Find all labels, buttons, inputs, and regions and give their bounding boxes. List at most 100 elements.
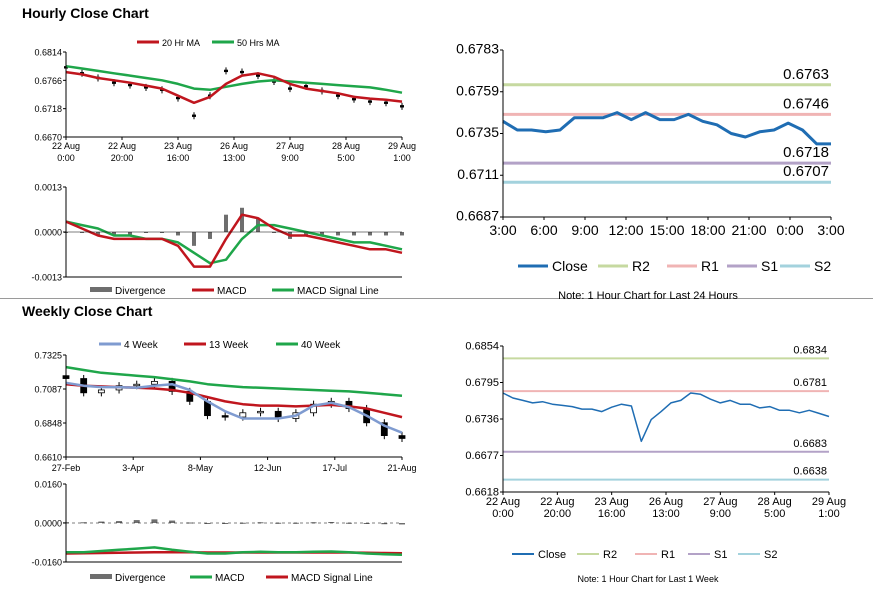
hourly-price-xtick-label: 0:00: [57, 153, 75, 163]
lastweek-level-s2-label: 0.6638: [793, 466, 827, 478]
weekly-divergence-bar: [328, 522, 335, 524]
lastweek-close-line: [502, 392, 830, 443]
hourly-price-xtick-label: 23 Aug: [164, 141, 192, 151]
weekly-divergence-bar: [222, 523, 229, 524]
hourly-price-xtick-label: 27 Aug: [276, 141, 304, 151]
weekly-price-xtick-label: 12-Jun: [254, 463, 282, 473]
hourly-price-candle: [352, 98, 356, 101]
hourly-price-ytick-label: 0.6718: [34, 104, 62, 114]
hourly-price-ytick-label: 0.6670: [34, 133, 62, 143]
weekly-price-candle: [221, 415, 229, 418]
lastweek-xtick-label: 22 Aug: [540, 496, 574, 508]
lastweek-xtick-label: 5:00: [764, 508, 785, 520]
weekly-macd-legend-label: MACD Signal Line: [291, 573, 373, 584]
hourly-divergence-bar: [272, 232, 276, 233]
hourly-price-xtick-label: 26 Aug: [220, 141, 248, 151]
hourly-price-candle: [384, 101, 388, 104]
weekly-price-candle: [97, 389, 105, 394]
hourly-price-candle: [224, 69, 228, 73]
last24-legend-label: S1: [761, 258, 778, 274]
last24-legend-label: R2: [632, 258, 650, 274]
hourly-price-candle: [400, 105, 404, 108]
weekly-price-candle: [239, 412, 247, 418]
weekly-price-xtick-label: 17-Jul: [323, 463, 348, 473]
hourly-divergence-bar: [176, 232, 180, 236]
last24-ytick-label: 0.6687: [456, 208, 499, 224]
last24-legend-label: R1: [701, 258, 719, 274]
hourly-divergence-bar: [160, 232, 164, 233]
last24-xtick-label: 0:00: [776, 222, 803, 238]
hourly-macd-legend-label: MACD Signal Line: [297, 286, 379, 297]
hourly-divergence-bar: [400, 232, 404, 236]
hourly-divergence-bar: [368, 232, 372, 236]
weekly-price-legend-label: 13 Week: [209, 340, 249, 351]
weekly-price-candle: [257, 410, 264, 414]
hourly-divergence-bar: [96, 232, 100, 236]
last24-legend-label: Close: [552, 258, 588, 274]
weekly-4wk-line: [65, 381, 403, 434]
weekly-price-candle: [133, 383, 141, 387]
last24-xtick-label: 21:00: [731, 222, 766, 238]
hourly-macd-signal-line: [65, 220, 403, 265]
weekly-macd-legend-label: Divergence: [115, 573, 166, 584]
hourly-price-xtick-label: 29 Aug: [388, 141, 416, 151]
weekly-price-candle: [151, 380, 158, 385]
weekly-divergence-bar: [151, 519, 158, 523]
hourly-macd-ytick-label: 0.0013: [34, 183, 62, 193]
hourly-divergence-bar: [112, 232, 116, 236]
last24-legend-label: S2: [814, 258, 831, 274]
hourly-price-ytick-label: 0.6766: [34, 76, 62, 86]
weekly-macd-ytick-label: 0.0000: [34, 519, 62, 529]
hourly-price-xtick-label: 1:00: [393, 153, 411, 163]
hourly-price-candle: [304, 85, 308, 88]
hourly-divergence-bar: [352, 232, 356, 236]
weekly-price-candle: [380, 422, 388, 437]
lastweek-legend-label: Close: [538, 549, 566, 561]
hourly-price-candle: [240, 70, 244, 74]
hourly-price-ytick-label: 0.6814: [34, 48, 62, 58]
hourly-price-legend-label: 20 Hr MA: [162, 38, 200, 48]
weekly-price-ytick-label: 0.7325: [34, 351, 62, 361]
last24-ytick-label: 0.6711: [457, 166, 499, 182]
lastweek-level-r2-label: 0.6834: [793, 344, 827, 356]
lastweek-xtick-label: 20:00: [544, 508, 572, 520]
hourly-divergence-bar: [336, 232, 340, 236]
weekly-price-ytick-label: 0.6848: [34, 419, 62, 429]
hourly-divergence-bar: [320, 232, 324, 236]
hourly-price-xtick-label: 16:00: [167, 153, 190, 163]
hourly-price-candle: [368, 100, 372, 103]
weekly-price-ytick-label: 0.7087: [34, 385, 62, 395]
hourly-price-xtick-label: 9:00: [281, 153, 299, 163]
last24-level-s1-label: 0.6718: [783, 144, 829, 161]
hourly-price-legend-label: 50 Hrs MA: [237, 38, 280, 48]
section-divider: [0, 298, 873, 299]
weekly-divergence-bar: [80, 522, 87, 524]
last24-close-line: [502, 111, 831, 146]
hourly-price-candle: [256, 74, 260, 77]
lastweek-xtick-label: 0:00: [492, 508, 513, 520]
lastweek-ytick-label: 0.6736: [465, 414, 499, 426]
lastweek-xtick-label: 26 Aug: [649, 496, 683, 508]
hourly-price-candle: [112, 81, 116, 84]
hourly-divergence-bar: [192, 232, 196, 246]
last24-ytick-label: 0.6735: [456, 124, 499, 140]
lastweek-xtick-label: 23 Aug: [595, 496, 629, 508]
hourly-divergence-bar: [128, 232, 132, 236]
weekly-divergence-bar: [381, 523, 388, 525]
weekly-40wk-line: [65, 365, 403, 397]
last24-xtick-label: 15:00: [649, 222, 684, 238]
hourly-price-xtick-label: 22 Aug: [52, 141, 80, 151]
hourly-price-xtick-label: 28 Aug: [332, 141, 360, 151]
lastweek-legend-label: R1: [661, 549, 675, 561]
hourly-price-xtick-label: 20:00: [111, 153, 134, 163]
hourly-divergence-bar: [384, 232, 388, 236]
lastweek-ytick-label: 0.6677: [465, 450, 499, 462]
weekly-price-xtick-label: 3-Apr: [122, 463, 144, 473]
last24-xtick-label: 18:00: [690, 222, 725, 238]
weekly-macd-ytick-label: -0.0160: [31, 558, 62, 568]
hourly-20hr-ma-line: [65, 70, 403, 105]
last24-level-r2-label: 0.6763: [783, 66, 829, 83]
lastweek-xtick-label: 27 Aug: [703, 496, 737, 508]
hourly-price-xtick-label: 13:00: [223, 153, 246, 163]
weekly-macd-line: [66, 546, 403, 556]
